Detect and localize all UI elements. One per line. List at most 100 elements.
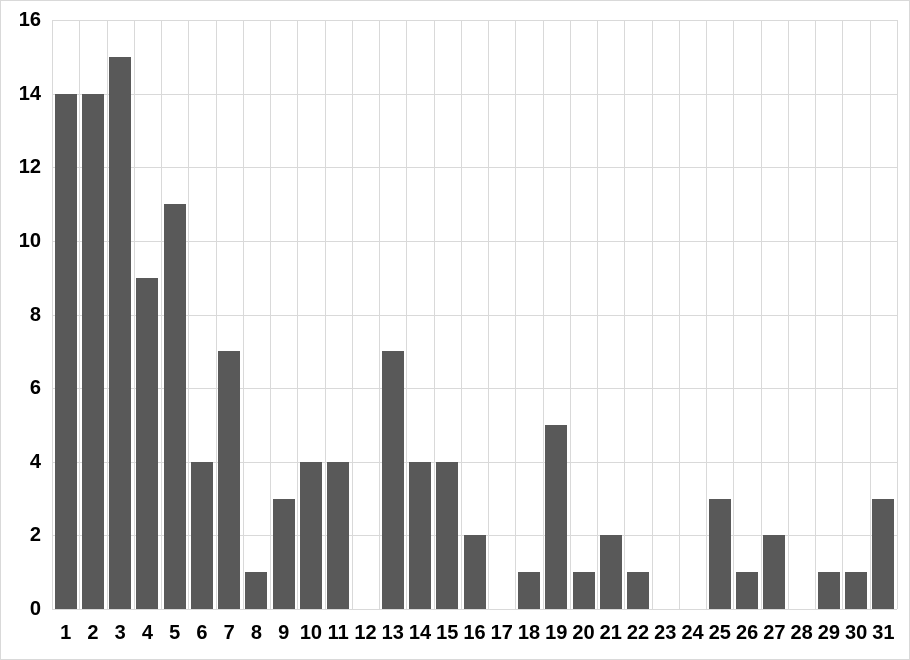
- bar: [518, 572, 540, 609]
- gridline-vertical: [815, 20, 816, 609]
- bar: [164, 204, 186, 609]
- x-tick-label: 18: [517, 622, 541, 644]
- bar: [436, 462, 458, 609]
- x-tick-label: 4: [141, 622, 153, 644]
- bar: [191, 462, 213, 609]
- gridline-horizontal: [52, 315, 897, 316]
- gridline-vertical: [79, 20, 80, 609]
- y-tick-label: 16: [18, 9, 41, 31]
- y-tick-label: 6: [29, 377, 41, 400]
- gridline-vertical: [761, 20, 762, 609]
- gridline-vertical: [161, 20, 162, 609]
- y-tick-label: 4: [29, 450, 41, 473]
- gridline-vertical: [52, 20, 53, 609]
- gridline-vertical: [434, 20, 435, 609]
- bar: [55, 94, 77, 609]
- x-axis-line: [52, 609, 897, 610]
- bar: [245, 572, 267, 609]
- bar: [382, 351, 404, 609]
- gridline-horizontal: [52, 388, 897, 389]
- gridline-vertical: [297, 20, 298, 609]
- x-tick-label: 24: [681, 622, 704, 644]
- gridline-horizontal: [52, 167, 897, 168]
- x-tick-label: 26: [735, 622, 759, 644]
- gridline-vertical: [352, 20, 353, 609]
- gridline-vertical: [406, 20, 407, 609]
- gridline-vertical: [216, 20, 217, 609]
- gridline-vertical: [107, 20, 108, 609]
- x-tick-label: 25: [708, 622, 731, 644]
- x-tick-label: 16: [463, 622, 486, 644]
- gridline-vertical: [243, 20, 244, 609]
- x-tick-label: 7: [223, 622, 235, 644]
- bar: [627, 572, 649, 609]
- x-tick-label: 10: [299, 622, 323, 644]
- gridline-horizontal: [52, 241, 897, 242]
- gridline-horizontal: [52, 94, 897, 95]
- bar: [82, 94, 104, 609]
- plot-area: [52, 20, 898, 610]
- x-tick-label: 17: [490, 622, 513, 644]
- bar: [763, 535, 785, 609]
- bar: [409, 462, 431, 609]
- gridline-vertical: [624, 20, 625, 609]
- x-tick-label: 9: [278, 622, 290, 644]
- y-tick-label: 10: [18, 229, 41, 252]
- gridline-vertical: [134, 20, 135, 609]
- x-tick-label: 21: [599, 622, 622, 644]
- x-tick-label: 1: [60, 622, 72, 644]
- x-tick-label: 13: [381, 622, 404, 644]
- x-tick-label: 15: [436, 622, 459, 644]
- x-tick-label: 14: [408, 622, 432, 644]
- bar: [573, 572, 595, 609]
- gridline-vertical: [488, 20, 489, 609]
- bar: [872, 499, 894, 609]
- y-tick-label: 0: [29, 598, 41, 620]
- bar: [300, 462, 322, 609]
- x-tick-label: 20: [572, 622, 595, 644]
- bar: [818, 572, 840, 609]
- gridline-vertical: [543, 20, 544, 609]
- x-tick-label: 31: [872, 622, 895, 644]
- gridline-horizontal: [52, 462, 897, 463]
- y-tick-label: 8: [29, 303, 41, 326]
- gridline-vertical: [733, 20, 734, 609]
- x-tick-label: 23: [654, 622, 677, 644]
- gridline-vertical: [597, 20, 598, 609]
- x-tick-label: 29: [817, 622, 840, 644]
- gridline-vertical: [842, 20, 843, 609]
- gridline-vertical: [652, 20, 653, 609]
- gridline-vertical: [870, 20, 871, 609]
- y-tick-label: 2: [29, 524, 41, 547]
- bar: [273, 499, 295, 609]
- gridline-vertical: [706, 20, 707, 609]
- bar: [600, 535, 622, 609]
- bar: [327, 462, 349, 609]
- bar: [709, 499, 731, 609]
- bar: [736, 572, 758, 609]
- x-tick-label: 8: [250, 622, 262, 644]
- bar: [109, 57, 131, 609]
- gridline-vertical: [188, 20, 189, 609]
- gridline-vertical: [461, 20, 462, 609]
- bar: [218, 351, 240, 609]
- gridline-vertical: [679, 20, 680, 609]
- gridline-vertical: [379, 20, 380, 609]
- bar: [464, 535, 486, 609]
- gridline-vertical: [788, 20, 789, 609]
- y-tick-label: 12: [18, 156, 41, 179]
- x-tick-label: 3: [114, 622, 126, 644]
- gridline-vertical: [897, 20, 898, 609]
- x-tick-label: 22: [626, 622, 650, 644]
- gridline-vertical: [570, 20, 571, 609]
- gridline-horizontal: [52, 20, 897, 21]
- x-tick-label: 30: [844, 622, 868, 644]
- bar: [545, 425, 567, 609]
- gridline-vertical: [270, 20, 271, 609]
- x-tick-label: 5: [169, 622, 181, 644]
- x-tick-label: 28: [790, 622, 813, 644]
- x-tick-label: 19: [545, 622, 568, 644]
- bar: [136, 278, 158, 609]
- x-tick-label: 27: [763, 622, 786, 644]
